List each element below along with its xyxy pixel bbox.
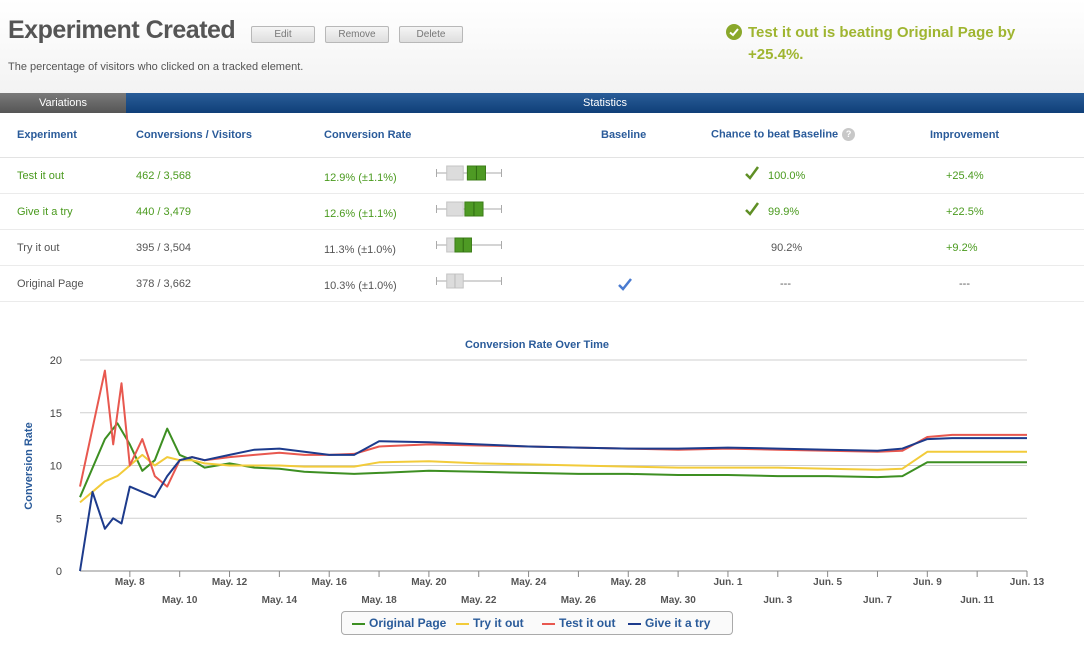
x-tick-label: Jun. 1 <box>713 577 742 588</box>
table-row[interactable]: Try it out 395 / 3,504 11.3% (±1.0%) 90.2% +… <box>0 230 1084 266</box>
header-experiment[interactable]: Experiment <box>17 129 77 141</box>
x-tick-label: Jun. 13 <box>1010 577 1045 588</box>
legend-label: Original Page <box>369 616 447 630</box>
legend-swatch <box>542 622 555 625</box>
check-circle-icon <box>726 24 742 40</box>
goal-description: The percentage of visitors who clicked o… <box>8 61 304 73</box>
table-row[interactable]: Original Page 378 / 3,662 10.3% (±1.0%) ---… <box>0 266 1084 302</box>
header-conversion-rate[interactable]: Conversion Rate <box>324 129 412 141</box>
page-title: Experiment Created <box>8 16 236 44</box>
baseline-check-icon[interactable] <box>617 276 633 292</box>
chance-to-beat-value: --- <box>780 278 791 290</box>
legend-label: Try it out <box>473 616 524 630</box>
x-tick-label: May. 24 <box>511 577 547 588</box>
variation-name: Original Page <box>17 278 84 290</box>
confidence-interval-bar <box>436 237 502 253</box>
legend-item[interactable]: Try it out <box>456 616 524 630</box>
chart-title: Conversion Rate Over Time <box>465 339 609 351</box>
variation-name: Test it out <box>17 170 65 182</box>
x-tick-label: Jun. 9 <box>913 577 942 588</box>
header-improvement[interactable]: Improvement <box>930 129 1000 141</box>
series-line-original-page <box>79 422 1027 498</box>
y-tick-label: 10 <box>50 461 62 473</box>
conversion-rate-value: 12.9% (±1.1%) <box>324 172 397 184</box>
x-tick-label: May. 12 <box>212 577 248 588</box>
variation-name: Give it a try <box>17 206 73 218</box>
winner-check-icon <box>745 202 760 216</box>
y-tick-label: 15 <box>50 408 62 420</box>
x-tick-label: May. 14 <box>262 595 298 606</box>
header-conversions[interactable]: Conversions / Visitors <box>136 129 252 141</box>
x-tick-label: Jun. 11 <box>960 595 994 606</box>
conversion-rate-value: 10.3% (±1.0%) <box>324 280 397 292</box>
tab-bar: Variations Statistics <box>0 93 1084 113</box>
conversions-value: 395 / 3,504 <box>136 242 192 254</box>
ci-baseline-box <box>446 201 464 217</box>
chance-to-beat-value: 99.9% <box>768 206 800 218</box>
table-row[interactable]: Give it a try 440 / 3,479 12.6% (±1.1%) 99.… <box>0 194 1084 230</box>
series-line-test-it-out <box>79 369 1027 488</box>
chance-to-beat-value: 100.0% <box>768 170 806 182</box>
variation-name: Try it out <box>17 242 60 254</box>
series-line-try-it-out <box>79 450 1027 504</box>
legend-swatch <box>628 622 641 625</box>
x-tick-label: May. 28 <box>611 577 647 588</box>
y-tick-label: 5 <box>56 513 62 525</box>
winner-check-icon <box>745 166 760 180</box>
x-tick-label: May. 18 <box>361 595 397 606</box>
legend-label: Test it out <box>559 616 616 630</box>
tab-statistics[interactable]: Statistics <box>582 97 627 109</box>
x-tick-label: Jun. 7 <box>863 595 892 606</box>
winner-value: +25.4%. <box>748 46 804 63</box>
results-table-header: Experiment Conversions / Visitors Conver… <box>0 113 1084 158</box>
help-icon[interactable]: ? <box>842 128 856 141</box>
legend-swatch <box>456 622 469 625</box>
x-tick-label: May. 20 <box>411 577 447 588</box>
remove-button[interactable]: Remove <box>325 26 389 43</box>
conversions-value: 440 / 3,479 <box>136 206 192 218</box>
confidence-interval-bar <box>436 201 502 217</box>
series-line-give-it-a-try <box>79 437 1027 572</box>
conversion-chart: Conversion Rate Over Time Conversion Rate… <box>0 303 1084 659</box>
confidence-interval-bar <box>436 165 502 181</box>
conversions-value: 462 / 3,568 <box>136 170 192 182</box>
legend-swatch <box>352 622 365 625</box>
ci-baseline-box <box>446 165 464 181</box>
y-tick-label: 20 <box>50 355 62 367</box>
conversion-rate-value: 12.6% (±1.1%) <box>324 208 397 220</box>
legend-label: Give it a try <box>645 616 711 630</box>
delete-button[interactable]: Delete <box>399 26 463 43</box>
x-tick-label: May. 26 <box>561 595 597 606</box>
conversion-rate-value: 11.3% (±1.0%) <box>324 244 396 256</box>
experiment-header: Experiment Created Edit Remove Delete Th… <box>0 0 1084 93</box>
conversions-value: 378 / 3,662 <box>136 278 192 290</box>
legend-item[interactable]: Test it out <box>542 616 615 630</box>
y-axis-label: Conversion Rate <box>23 422 35 509</box>
header-chance[interactable]: Chance to beat Baseline? <box>711 128 856 141</box>
x-tick-label: Jun. 5 <box>813 577 842 588</box>
improvement-value: --- <box>959 278 970 290</box>
tab-variations[interactable]: Variations <box>0 93 126 113</box>
edit-button[interactable]: Edit <box>251 26 315 43</box>
y-tick-label: 0 <box>56 566 62 578</box>
x-tick-label: May. 10 <box>162 595 198 606</box>
x-tick-label: May. 30 <box>660 595 696 606</box>
x-tick-label: Jun. 3 <box>763 595 792 606</box>
chart-legend: Original Page Try it out Test it out Give i… <box>341 611 733 635</box>
confidence-interval-bar <box>436 273 502 289</box>
x-tick-label: May. 8 <box>115 577 145 588</box>
header-baseline[interactable]: Baseline <box>601 129 647 141</box>
x-tick-label: May. 16 <box>312 577 348 588</box>
improvement-value: +22.5% <box>946 206 984 218</box>
improvement-value: +25.4% <box>946 170 984 182</box>
table-row[interactable]: Test it out 462 / 3,568 12.9% (±1.1%) 100.0… <box>0 158 1084 194</box>
chance-to-beat-value: 90.2% <box>771 242 803 254</box>
chart-svg: Conversion Rate Over Time Conversion Rate… <box>23 339 1045 606</box>
x-tick-label: May. 22 <box>461 595 497 606</box>
header-chance-label: Chance to beat Baseline <box>711 128 839 141</box>
legend-item[interactable]: Give it a try <box>628 616 710 630</box>
improvement-value: +9.2% <box>946 242 978 254</box>
winner-text: Test it out is beating Original Page by <box>748 24 1016 41</box>
legend-item[interactable]: Original Page <box>352 616 446 630</box>
